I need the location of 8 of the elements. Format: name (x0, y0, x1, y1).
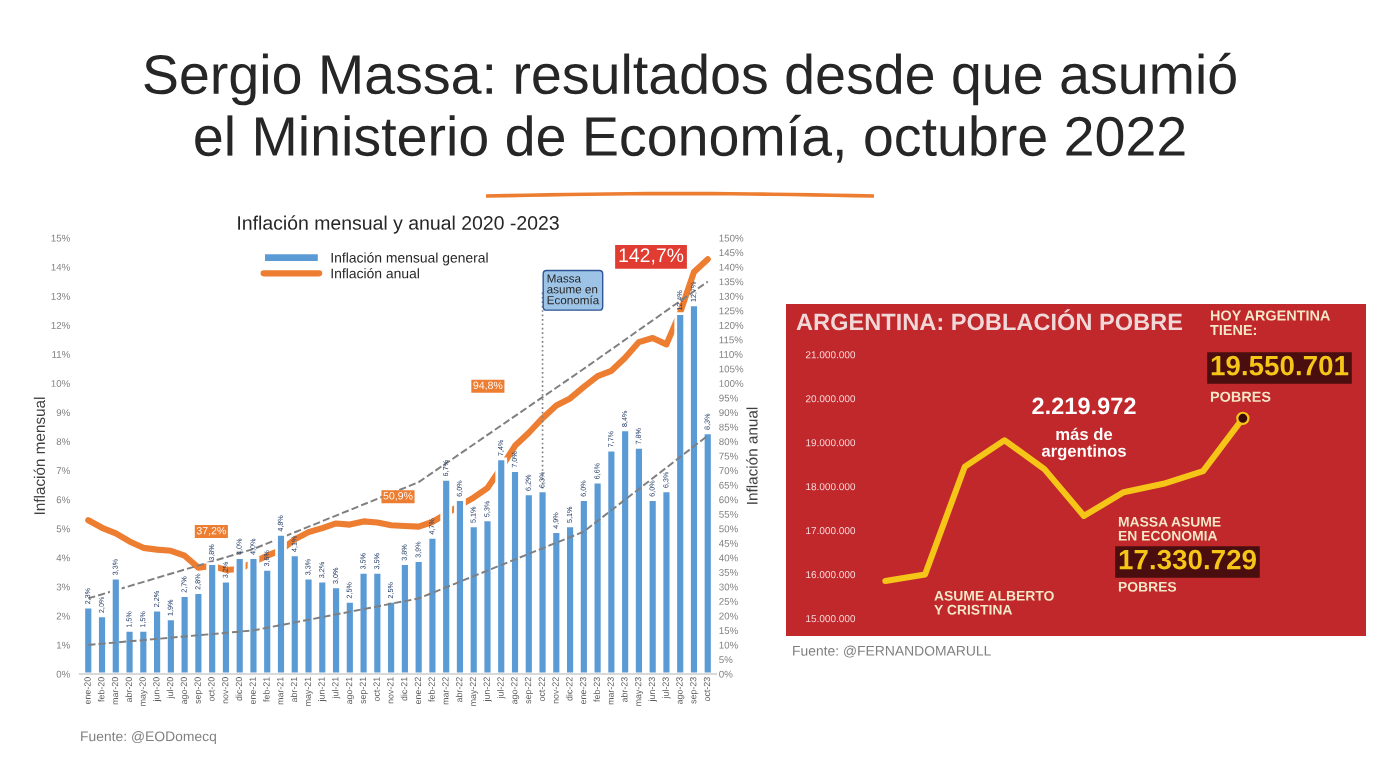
annotation: 2.219.972 (1032, 397, 1136, 415)
chart-title: Inflación mensual y anual 2020 -2023 (238, 215, 559, 234)
annotation: más de argentinos (1041, 427, 1126, 461)
annotation: 17.330.729 (1119, 549, 1256, 570)
annotation: 142,7% (619, 248, 684, 265)
chart-title: ARGENTINA: POBLACIÓN POBRE (796, 309, 1183, 331)
text: Sergio Massa: resultados desde que asumió el Ministerio de Economía, octubre 2022 (144, 52, 1236, 163)
annotation: 19.550.701 (1211, 355, 1349, 376)
